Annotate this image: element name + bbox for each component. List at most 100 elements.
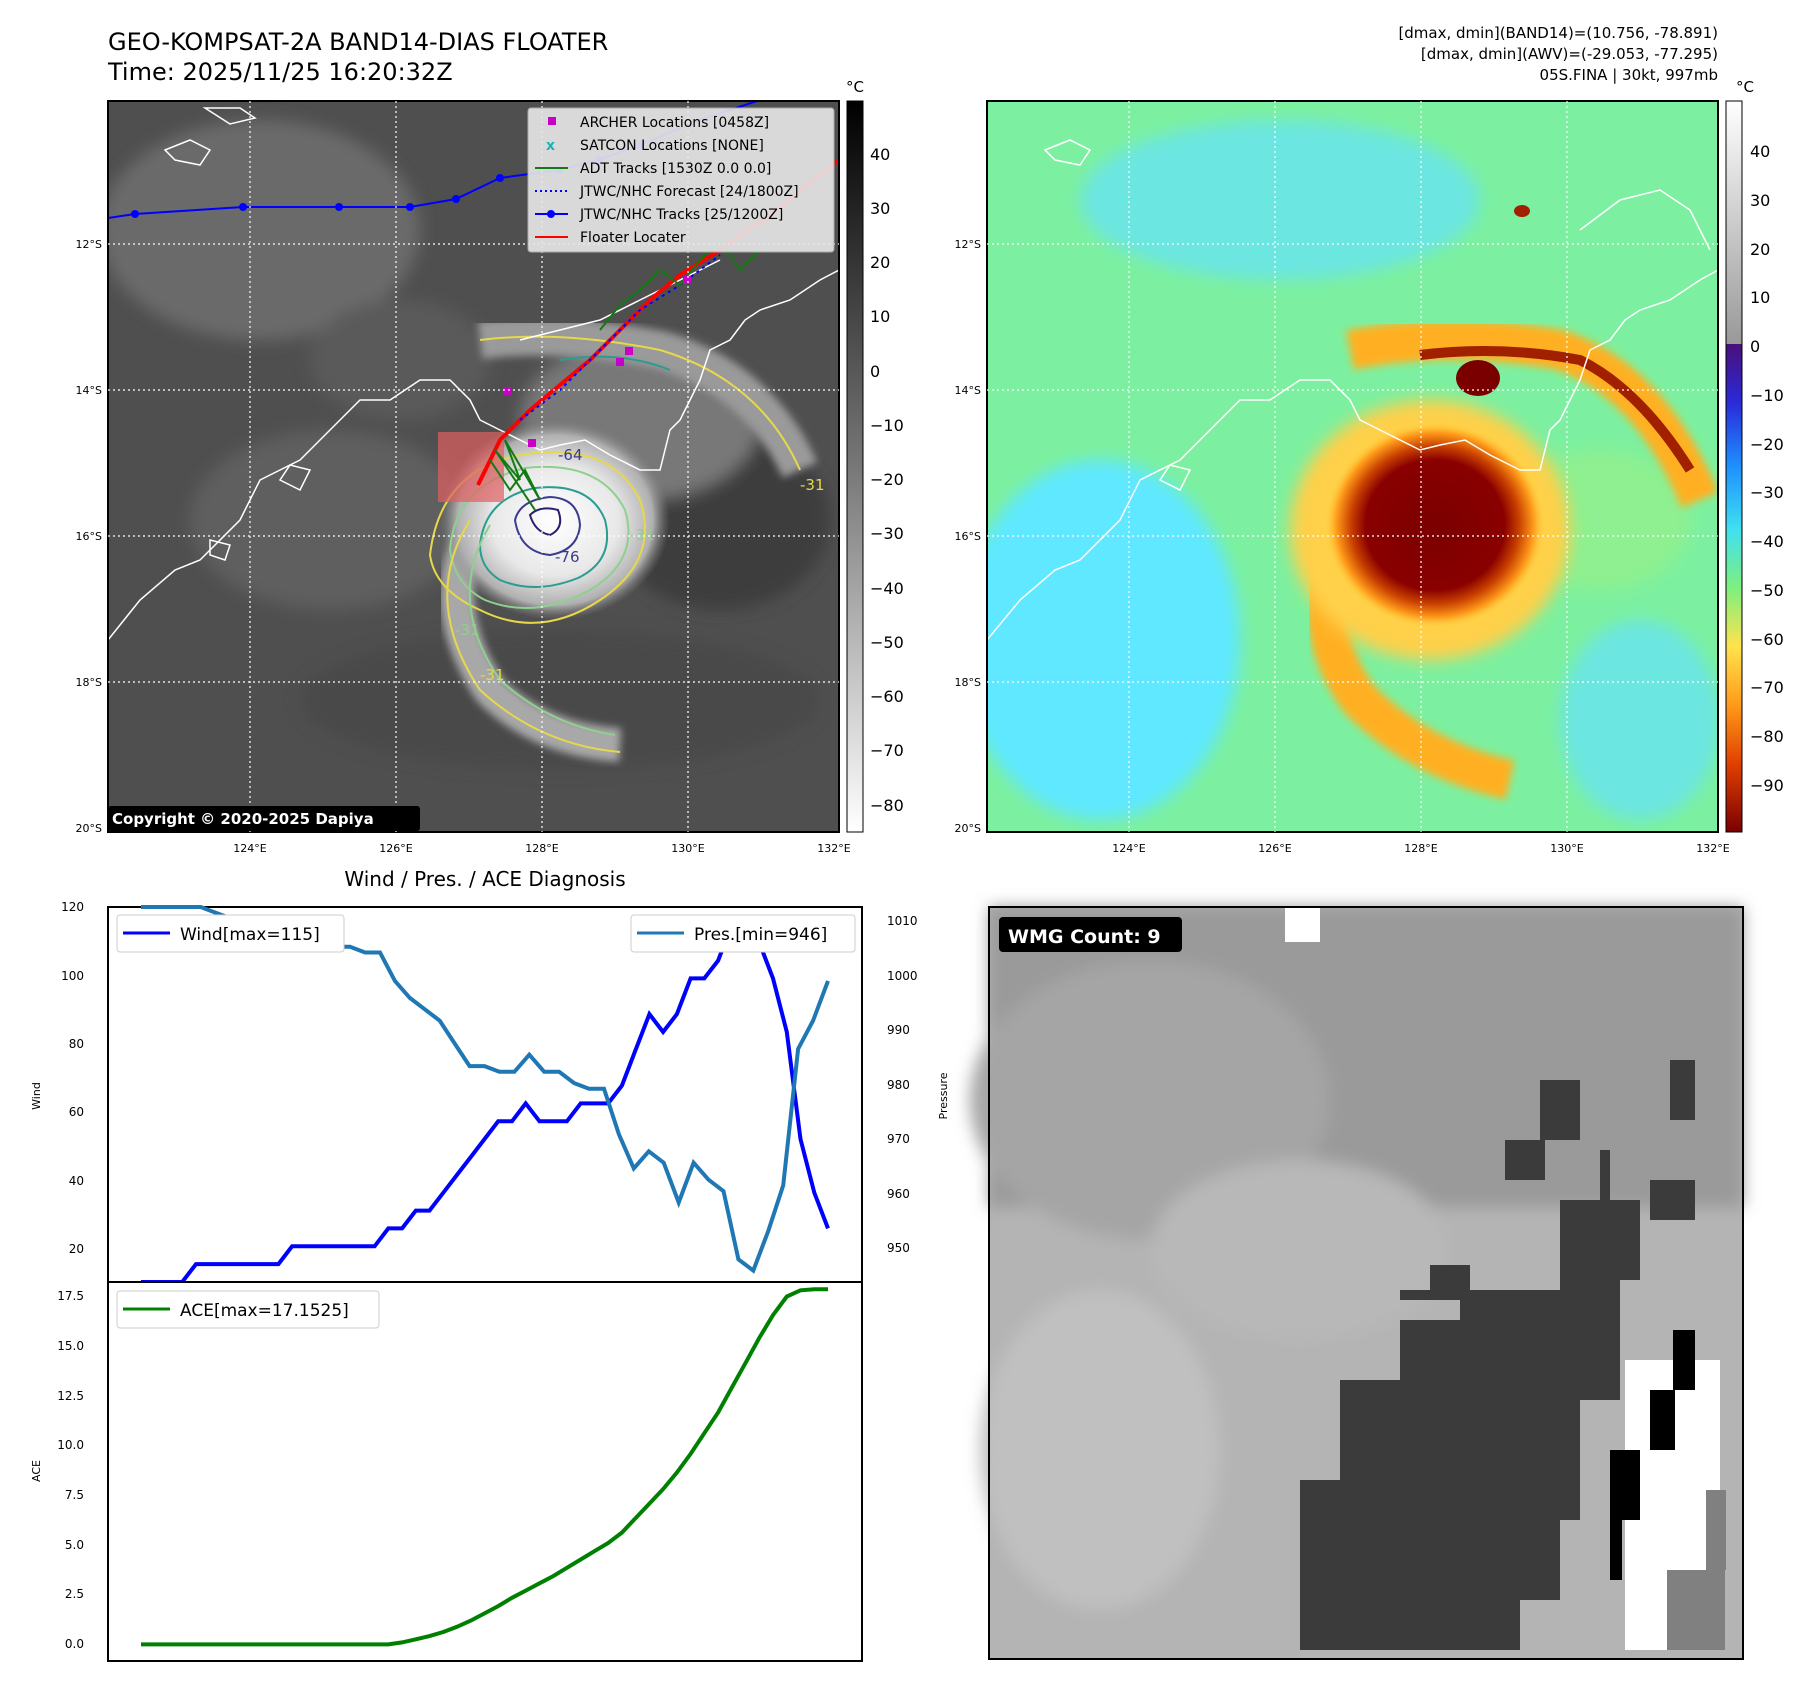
wmg-badge <box>999 917 1182 952</box>
wind-ytick: 120 <box>61 900 84 914</box>
enh-colorbar-bottom <box>1726 344 1742 832</box>
ace-ytick: 15.0 <box>57 1339 84 1353</box>
wind-pressure-frame <box>107 906 863 1283</box>
ace-line <box>141 1287 828 1647</box>
ace-ytick: 2.5 <box>65 1587 84 1601</box>
enh-tick: −30 <box>1750 483 1784 502</box>
ir-colorbar-unit: °C <box>846 78 864 96</box>
lat-label: 12°S <box>955 238 981 251</box>
enh-colorbar-ticks: 40 30 20 10 0 −10 −20 −30 −40 −50 −60 −7… <box>1750 142 1784 795</box>
enh-tick: −70 <box>1750 678 1784 697</box>
diagnosis-title: Wind / Pres. / ACE Diagnosis <box>344 867 625 891</box>
lon-label: 130°E <box>1550 842 1583 855</box>
enh-convection-north <box>1456 360 1500 396</box>
ir-colorbar-ticks: 40 30 20 10 0 −10 −20 −30 −40 −50 −60 −7… <box>870 145 904 815</box>
enh-tick: −40 <box>1750 532 1784 551</box>
enh-rainband-north-core <box>1419 346 1695 473</box>
wmg-texture <box>970 907 1743 1610</box>
legend-label-jtwc-forecast: JTWC/NHC Forecast [24/1800Z] <box>579 184 799 200</box>
wind-legend-label: Wind[max=115] <box>180 925 320 945</box>
ir-map-frame <box>107 100 840 833</box>
wind-ytick: 40 <box>69 1174 84 1188</box>
ir-tick: −60 <box>870 687 904 706</box>
floater-locater-box <box>438 432 504 502</box>
lon-label: 132°E <box>1696 842 1729 855</box>
storm-info: 05S.FINA | 30kt, 997mb <box>1540 66 1718 84</box>
stats-awv: [dmax, dmin](AWV)=(-29.053, -77.295) <box>1421 45 1718 63</box>
adt-tracks <box>489 238 761 511</box>
map-legend: ARCHER Locations [0458Z] x SATCON Locati… <box>527 107 835 253</box>
ir-tick: 30 <box>870 199 890 218</box>
ace-ytick: 0.0 <box>65 1637 84 1651</box>
copyright-text: Copyright © 2020-2025 Dapiya <box>112 810 374 828</box>
wind-yaxis-ticks: 120 100 80 60 40 20 <box>61 900 84 1256</box>
ace-legend-box <box>116 1290 380 1329</box>
ace-ytick: 7.5 <box>65 1488 84 1502</box>
wind-line <box>141 920 830 1284</box>
pressure-legend-box <box>630 914 856 953</box>
lon-label: 128°E <box>1404 842 1437 855</box>
ace-ytick: 17.5 <box>57 1289 84 1303</box>
enh-texture <box>987 120 1718 820</box>
lon-label: 126°E <box>379 842 412 855</box>
wind-ytick: 60 <box>69 1105 84 1119</box>
pressure-yaxis-ticks: 1010 1000 990 980 970 960 950 <box>887 914 918 1255</box>
ace-yaxis-ticks: 17.5 15.0 12.5 10.0 7.5 5.0 2.5 0.0 <box>57 1289 84 1651</box>
enh-lon-labels: 124°E 126°E 128°E 130°E 132°E <box>1112 842 1729 855</box>
ace-frame <box>107 1281 863 1662</box>
enh-tick: 40 <box>1750 142 1770 161</box>
lon-label: 124°E <box>233 842 266 855</box>
lat-label: 18°S <box>76 676 102 689</box>
pressure-ytick: 1000 <box>887 969 918 983</box>
enh-tick: −50 <box>1750 581 1784 600</box>
ir-colorbar: °C 40 30 20 10 0 −10 −20 −30 −40 −50 −60… <box>846 78 904 833</box>
ir-map-panel: -76 -31 -31 -64 -31 -31 <box>76 100 851 855</box>
contour-label-3: -31 <box>800 476 825 494</box>
legend-label-adt: ADT Tracks [1530Z 0.0 0.0] <box>580 161 771 177</box>
ir-tick: −20 <box>870 470 904 489</box>
ir-tick: −50 <box>870 633 904 652</box>
lon-label: 124°E <box>1112 842 1145 855</box>
legend-marker-jtwc-dot <box>547 210 555 218</box>
wind-ytick: 20 <box>69 1242 84 1256</box>
contour-label-1: -76 <box>555 548 580 566</box>
wind-pressure-chart: 120 100 80 60 40 20 1010 1000 990 980 97… <box>30 900 950 1284</box>
pressure-ytick: 980 <box>887 1078 910 1092</box>
pressure-legend-label: Pres.[min=946] <box>694 925 827 945</box>
wmg-grey-patches <box>1667 1490 1726 1650</box>
stats-band14: [dmax, dmin](BAND14)=(10.756, -78.891) <box>1398 24 1718 42</box>
wmg-black-edge <box>1610 1330 1695 1580</box>
enh-tick: −60 <box>1750 630 1784 649</box>
wind-ytick: 100 <box>61 969 84 983</box>
enh-tick: 20 <box>1750 240 1770 259</box>
map-legend-box <box>527 107 835 253</box>
enh-coastline <box>987 139 1718 641</box>
ir-lon-labels: 124°E 126°E 128°E 130°E 132°E <box>233 842 850 855</box>
enh-tick: 0 <box>1750 337 1760 356</box>
enh-tick: −80 <box>1750 727 1784 746</box>
pressure-axis-label: Pressure <box>937 1072 950 1119</box>
lat-label: 16°S <box>76 530 102 543</box>
copyright-badge <box>108 806 420 831</box>
enh-colorbar: °C 40 30 20 10 0 −10 −20 −30 −40 −50 −60… <box>1725 78 1784 833</box>
pressure-ytick: 970 <box>887 1132 910 1146</box>
wmg-dark-region <box>1300 1060 1695 1650</box>
ir-lat-labels: 12°S 14°S 16°S 18°S 20°S <box>76 238 102 835</box>
lat-label: 16°S <box>955 530 981 543</box>
lon-label: 128°E <box>525 842 558 855</box>
ir-tick: −30 <box>870 524 904 543</box>
enh-tick: 30 <box>1750 191 1770 210</box>
lon-label: 132°E <box>817 842 850 855</box>
lat-label: 14°S <box>76 384 102 397</box>
enh-tick: −10 <box>1750 386 1784 405</box>
ace-ytick: 12.5 <box>57 1389 84 1403</box>
lon-label: 126°E <box>1258 842 1291 855</box>
wmg-frame <box>988 906 1744 1660</box>
ir-tick: 0 <box>870 362 880 381</box>
wind-legend-box <box>116 914 345 953</box>
lat-label: 12°S <box>76 238 102 251</box>
pressure-ytick: 960 <box>887 1187 910 1201</box>
ace-axis-label: ACE <box>30 1460 43 1482</box>
lat-label: 20°S <box>76 822 102 835</box>
ir-tick: 10 <box>870 307 890 326</box>
